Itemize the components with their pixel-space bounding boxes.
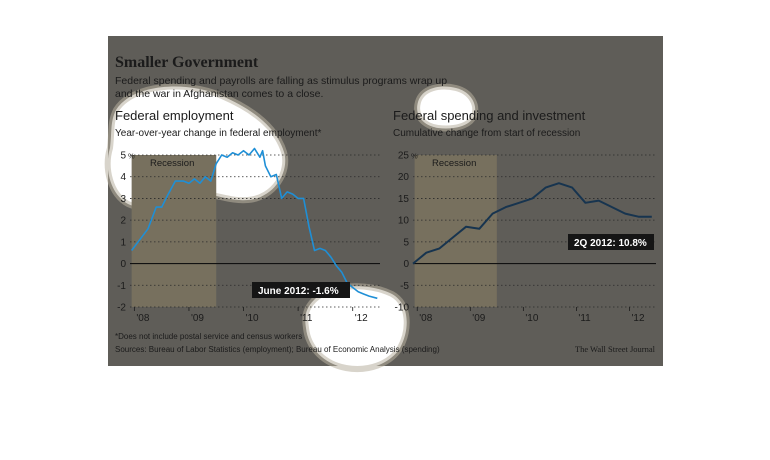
left-x-tick-label: '12	[355, 313, 368, 324]
right-y-tick-label: 15	[398, 194, 410, 205]
spending-chart-title: Federal spending and investment	[393, 108, 586, 123]
spending-callout-box	[568, 234, 654, 250]
left-x-tick-label: '10	[246, 313, 259, 324]
right-y-tick-label: 25	[398, 151, 410, 162]
employment-recession-label: Recession	[150, 158, 194, 169]
right-y-tick-label: 0	[403, 259, 409, 270]
spending-callout: 2Q 2012: 10.8%	[568, 234, 654, 250]
right-y-unit-label: %	[411, 152, 418, 161]
right-x-tick-label: '11	[578, 313, 591, 324]
right-y-tick-label: -10	[395, 303, 410, 314]
employment-callout: June 2012: -1.6%	[252, 282, 350, 298]
left-y-tick-label: 3	[120, 194, 126, 205]
chart-title: Smaller Government	[115, 54, 259, 71]
right-y-tick-label: -5	[400, 281, 409, 292]
left-y-tick-label: 1	[120, 237, 126, 248]
employment-chart-title: Federal employment	[115, 108, 234, 123]
spending-chart-subtitle: Cumulative change from start of recessio…	[393, 128, 580, 139]
federal-employment-chart: Federal employment Year-over-year change…	[115, 108, 380, 324]
spending-recession-label: Recession	[432, 158, 476, 169]
right-y-tick-label: 10	[398, 216, 410, 227]
left-x-tick-label: '08	[136, 313, 149, 324]
federal-spending-chart: Federal spending and investment Cumulati…	[393, 108, 656, 324]
right-x-tick-label: '12	[631, 313, 644, 324]
highlight-blob-bottom	[302, 283, 410, 372]
left-x-tick-label: '09	[191, 313, 204, 324]
footnote: *Does not include postal service and cen…	[115, 332, 302, 341]
left-y-tick-label: -1	[117, 281, 126, 292]
right-y-tick-label: 5	[403, 237, 409, 248]
left-y-tick-label: 4	[120, 172, 126, 183]
left-series-line	[130, 147, 378, 300]
employment-callout-label: June 2012: -1.6%	[258, 286, 339, 297]
right-y-tick-label: 20	[398, 172, 410, 183]
left-y-tick-label: 0	[120, 259, 126, 270]
right-x-tick-label: '10	[525, 313, 538, 324]
highlight-blob-top	[414, 83, 479, 132]
right-x-tick-label: '08	[419, 313, 432, 324]
chart-subtitle-line-1: Federal spending and payrolls are fallin…	[115, 75, 447, 87]
left-y-tick-label: 2	[120, 216, 126, 227]
right-x-tick-label: '09	[472, 313, 485, 324]
employment-callout-box	[252, 282, 350, 298]
left-y-unit-label: %	[128, 152, 135, 161]
right-recession-band	[414, 155, 497, 307]
left-y-tick-label: 5	[120, 151, 126, 162]
credit-line: The Wall Street Journal	[575, 344, 656, 354]
right-series-line	[412, 182, 652, 265]
chart-subtitle-line-2: and the war in Afghanistan comes to a cl…	[115, 88, 323, 100]
employment-chart-subtitle: Year-over-year change in federal employm…	[115, 128, 322, 139]
left-y-tick-label: -2	[117, 303, 126, 314]
sources-note: Sources: Bureau of Labor Statistics (emp…	[115, 345, 440, 354]
left-x-tick-label: '11	[300, 313, 313, 324]
spending-callout-label: 2Q 2012: 10.8%	[574, 238, 647, 249]
